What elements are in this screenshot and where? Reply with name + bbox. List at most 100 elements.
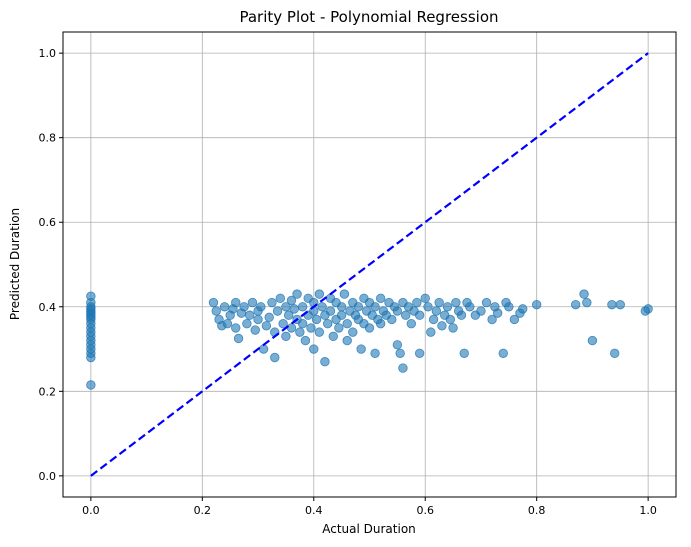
data-point	[264, 312, 274, 323]
data-point	[211, 306, 221, 316]
x-axis-ticks: 0.0 0.2 0.4 0.6 0.8 1.0	[82, 497, 657, 517]
data-point	[353, 302, 364, 312]
data-point	[487, 314, 497, 325]
data-point	[582, 297, 592, 308]
data-point	[286, 323, 297, 333]
plot-frame	[62, 31, 677, 498]
data-point	[231, 323, 241, 333]
data-point	[492, 308, 503, 318]
data-point	[375, 293, 386, 304]
data-point	[250, 325, 260, 335]
data-point	[412, 297, 422, 308]
data-point	[476, 306, 486, 316]
data-point	[292, 289, 302, 299]
data-point	[423, 302, 433, 312]
y-tick-label: 1.0	[39, 47, 57, 60]
data-point	[222, 318, 233, 329]
data-point	[445, 314, 456, 325]
data-point	[431, 306, 442, 316]
data-point	[610, 348, 620, 358]
data-point	[348, 327, 358, 337]
data-point	[272, 306, 283, 316]
data-point	[314, 327, 325, 337]
data-point	[579, 289, 589, 299]
data-point	[342, 318, 352, 329]
data-point	[297, 318, 308, 329]
data-point	[370, 348, 380, 358]
data-point	[607, 299, 617, 310]
data-point	[242, 318, 252, 329]
data-point	[643, 304, 653, 314]
data-point	[275, 293, 286, 304]
data-point	[336, 302, 347, 312]
data-point	[267, 297, 277, 308]
data-point	[300, 335, 311, 346]
data-point	[426, 327, 436, 337]
data-point	[261, 321, 272, 331]
x-tick-label: 0.4	[305, 504, 323, 517]
data-point	[219, 302, 230, 312]
data-point	[518, 304, 528, 314]
x-tick-label: 0.8	[528, 504, 546, 517]
data-point	[615, 299, 625, 310]
x-tick-label: 0.6	[416, 504, 434, 517]
data-point	[311, 314, 322, 325]
data-point	[428, 314, 439, 325]
data-point	[448, 323, 458, 333]
data-point	[420, 293, 430, 304]
data-point	[437, 321, 447, 331]
data-point	[531, 299, 542, 310]
data-point	[442, 302, 453, 312]
data-point	[278, 318, 288, 329]
data-point	[295, 327, 305, 337]
data-point	[239, 302, 249, 312]
reference-line-segment	[90, 52, 649, 477]
data-point	[320, 357, 330, 367]
data-point	[459, 348, 469, 358]
x-axis-label: Actual Duration	[322, 522, 416, 536]
y-tick-label: 0.0	[39, 470, 57, 483]
data-point	[283, 310, 294, 320]
data-point	[406, 318, 416, 329]
data-point	[498, 348, 508, 358]
data-point	[208, 297, 219, 308]
data-point	[504, 302, 514, 312]
data-point	[233, 333, 244, 344]
data-point	[387, 314, 397, 325]
data-point	[334, 323, 344, 333]
data-point	[244, 310, 255, 320]
data-point	[309, 344, 319, 354]
x-tick-label: 0.0	[82, 504, 100, 517]
data-point	[86, 352, 96, 363]
parity-reference-line	[90, 52, 649, 477]
data-point	[289, 304, 299, 314]
data-point	[336, 310, 347, 320]
data-point	[398, 363, 408, 373]
y-tick-label: 0.8	[39, 132, 57, 145]
data-point	[286, 295, 297, 306]
data-point	[270, 352, 280, 363]
data-point	[231, 297, 241, 308]
data-point	[570, 299, 581, 310]
x-tick-label: 1.0	[639, 504, 657, 517]
y-tick-label: 0.2	[39, 385, 57, 398]
data-point	[314, 289, 325, 299]
data-point	[325, 306, 336, 316]
data-point	[392, 306, 403, 316]
data-point	[414, 348, 425, 358]
data-point	[401, 310, 411, 320]
data-point	[375, 318, 386, 329]
data-point	[281, 331, 291, 342]
data-point	[481, 297, 492, 308]
data-point	[414, 310, 425, 320]
data-point	[451, 297, 461, 308]
x-tick-label: 0.2	[194, 504, 212, 517]
y-tick-label: 0.4	[39, 301, 57, 314]
data-point	[342, 335, 352, 346]
data-point	[317, 302, 327, 312]
data-point	[434, 297, 444, 308]
data-point	[323, 318, 333, 329]
data-point	[339, 289, 350, 299]
data-point	[392, 340, 403, 350]
